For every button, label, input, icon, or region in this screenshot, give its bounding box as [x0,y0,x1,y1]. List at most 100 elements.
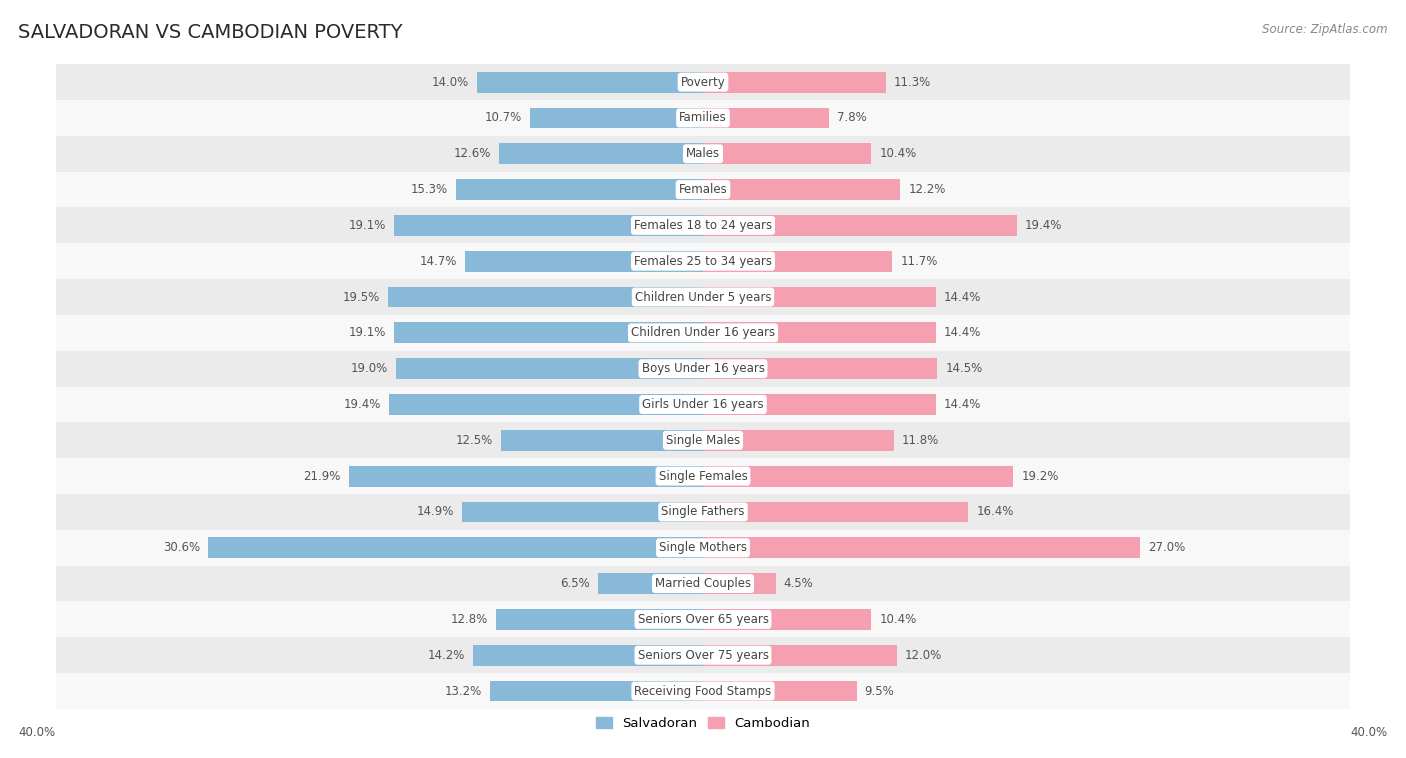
Bar [703,430,894,451]
Text: 14.4%: 14.4% [943,290,981,303]
Bar [703,465,1014,487]
Text: Boys Under 16 years: Boys Under 16 years [641,362,765,375]
Text: 12.0%: 12.0% [905,649,942,662]
Bar [703,645,897,666]
Text: 40.0%: 40.0% [18,726,55,739]
Bar [394,322,703,343]
Text: 19.5%: 19.5% [343,290,380,303]
Text: Seniors Over 75 years: Seniors Over 75 years [637,649,769,662]
Bar [56,530,1350,565]
Bar [703,537,1140,558]
Bar [703,72,886,92]
Text: 19.4%: 19.4% [1025,219,1062,232]
Bar [456,179,703,200]
Bar [394,215,703,236]
Text: Children Under 16 years: Children Under 16 years [631,327,775,340]
Bar [56,387,1350,422]
Bar [396,359,703,379]
Bar [56,100,1350,136]
Text: 14.4%: 14.4% [943,398,981,411]
Text: 11.7%: 11.7% [900,255,938,268]
Text: 4.5%: 4.5% [785,577,814,590]
Text: 14.0%: 14.0% [432,76,468,89]
Text: 6.5%: 6.5% [560,577,591,590]
Text: 9.5%: 9.5% [865,684,894,697]
Bar [703,394,936,415]
Text: Source: ZipAtlas.com: Source: ZipAtlas.com [1263,23,1388,36]
Bar [465,251,703,271]
Bar [474,645,703,666]
Text: Married Couples: Married Couples [655,577,751,590]
Bar [463,502,703,522]
Bar [703,251,893,271]
Bar [56,459,1350,494]
Bar [56,565,1350,602]
Bar [703,215,1017,236]
Text: 13.2%: 13.2% [444,684,481,697]
Text: SALVADORAN VS CAMBODIAN POVERTY: SALVADORAN VS CAMBODIAN POVERTY [18,23,402,42]
Legend: Salvadoran, Cambodian: Salvadoran, Cambodian [591,712,815,735]
Text: 12.6%: 12.6% [454,147,491,160]
Text: 15.3%: 15.3% [411,183,447,196]
Bar [56,243,1350,279]
Text: 10.7%: 10.7% [485,111,522,124]
Text: 14.7%: 14.7% [420,255,457,268]
Bar [56,602,1350,637]
Bar [703,609,872,630]
Text: Single Mothers: Single Mothers [659,541,747,554]
Bar [496,609,703,630]
Text: Receiving Food Stamps: Receiving Food Stamps [634,684,772,697]
Bar [501,430,703,451]
Text: 11.3%: 11.3% [894,76,931,89]
Bar [598,573,703,594]
Bar [703,681,856,701]
Text: 14.9%: 14.9% [416,506,454,518]
Bar [477,72,703,92]
Bar [703,108,830,128]
Text: 10.4%: 10.4% [879,613,917,626]
Text: Single Females: Single Females [658,470,748,483]
Text: 14.5%: 14.5% [945,362,983,375]
Bar [703,179,900,200]
Bar [56,673,1350,709]
Bar [208,537,703,558]
Text: Single Fathers: Single Fathers [661,506,745,518]
Text: 40.0%: 40.0% [1351,726,1388,739]
Text: Females 25 to 34 years: Females 25 to 34 years [634,255,772,268]
Bar [489,681,703,701]
Bar [703,502,969,522]
Bar [388,287,703,308]
Bar [56,351,1350,387]
Text: Males: Males [686,147,720,160]
Bar [56,208,1350,243]
Text: 14.4%: 14.4% [943,327,981,340]
Text: 19.1%: 19.1% [349,327,387,340]
Bar [703,573,776,594]
Text: 19.2%: 19.2% [1022,470,1059,483]
Bar [530,108,703,128]
Bar [56,171,1350,208]
Bar [703,287,936,308]
Text: Seniors Over 65 years: Seniors Over 65 years [637,613,769,626]
Text: 12.8%: 12.8% [451,613,488,626]
Text: Females: Females [679,183,727,196]
Text: 12.2%: 12.2% [908,183,946,196]
Text: 19.1%: 19.1% [349,219,387,232]
Bar [56,494,1350,530]
Text: 21.9%: 21.9% [304,470,340,483]
Bar [703,143,872,164]
Text: 30.6%: 30.6% [163,541,200,554]
Text: 7.8%: 7.8% [837,111,868,124]
Text: 27.0%: 27.0% [1147,541,1185,554]
Bar [703,322,936,343]
Bar [389,394,703,415]
Bar [56,136,1350,171]
Text: Children Under 5 years: Children Under 5 years [634,290,772,303]
Text: 12.5%: 12.5% [456,434,494,446]
Text: Single Males: Single Males [666,434,740,446]
Text: Females 18 to 24 years: Females 18 to 24 years [634,219,772,232]
Text: 11.8%: 11.8% [901,434,939,446]
Bar [56,279,1350,315]
Bar [56,422,1350,459]
Text: Girls Under 16 years: Girls Under 16 years [643,398,763,411]
